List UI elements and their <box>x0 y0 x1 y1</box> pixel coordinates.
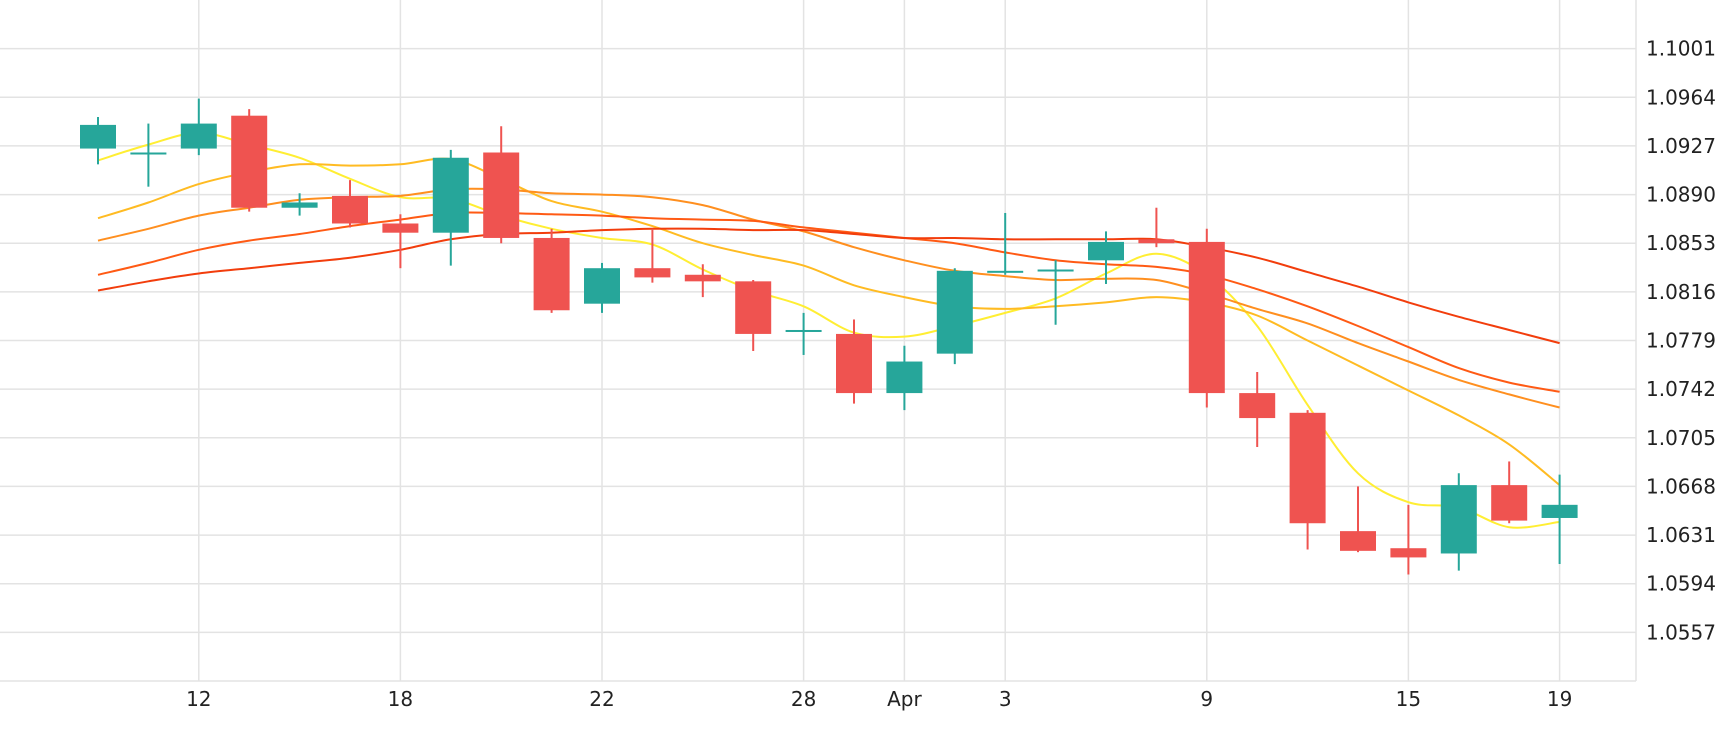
x-tick-label: 3 <box>999 687 1012 711</box>
candle <box>130 123 167 187</box>
candle <box>80 117 116 165</box>
candle <box>886 345 923 411</box>
candle-body <box>1088 241 1124 261</box>
candle-body <box>1138 239 1175 244</box>
candle-body <box>1037 269 1074 272</box>
x-tick-label: 22 <box>589 687 614 711</box>
candle-body <box>180 123 217 149</box>
candle <box>1088 231 1124 284</box>
y-tick-label: 1.0742 <box>1646 377 1716 401</box>
candle-body <box>886 361 923 394</box>
x-tick-label: 15 <box>1396 687 1421 711</box>
candle-body <box>987 270 1024 273</box>
candle <box>634 228 671 283</box>
grid <box>0 0 1637 682</box>
y-tick-label: 1.0816 <box>1646 280 1716 304</box>
moving-average-line <box>97 187 1560 409</box>
candle <box>1289 410 1326 550</box>
candle <box>332 180 368 228</box>
x-tick-label: 19 <box>1547 687 1572 711</box>
moving-average-lines <box>97 131 1561 529</box>
y-tick-label: 1.0779 <box>1646 329 1716 353</box>
moving-average-line <box>97 211 1560 393</box>
y-tick-label: 1.0668 <box>1646 474 1716 498</box>
candle <box>1390 504 1427 575</box>
candle-body <box>1289 412 1326 524</box>
candle <box>1239 372 1276 447</box>
candle-body <box>1340 531 1376 551</box>
candle-body <box>281 202 318 208</box>
y-tick-label: 1.0705 <box>1646 426 1716 450</box>
candle-body <box>735 281 772 334</box>
candle <box>1188 228 1225 408</box>
y-tick-label: 1.1001 <box>1646 37 1716 61</box>
candle <box>382 214 419 269</box>
y-tick-label: 1.0557 <box>1646 620 1716 644</box>
x-tick-label: Apr <box>887 687 922 711</box>
y-tick-label: 1.0890 <box>1646 183 1716 207</box>
candle <box>735 280 772 352</box>
x-tick-label: 18 <box>388 687 413 711</box>
moving-average-line <box>97 131 1560 529</box>
candle <box>584 262 620 313</box>
candle-body <box>432 157 469 233</box>
candle <box>836 319 872 404</box>
x-tick-label: 9 <box>1200 687 1213 711</box>
candle-body <box>584 268 620 304</box>
candle <box>684 264 721 298</box>
y-axis: 1.0557 1.0594 1.0631 1.0668 1.0705 1.0742 1.07… <box>1646 37 1716 645</box>
x-tick-label: 12 <box>186 687 211 711</box>
candle-body <box>80 124 116 149</box>
candle-body <box>382 223 419 233</box>
candle <box>533 228 570 313</box>
candle <box>483 126 520 244</box>
candle <box>180 98 217 156</box>
candle <box>1541 474 1578 564</box>
x-axis: 12 18 22 28 Apr 3 9 15 19 <box>186 687 1572 711</box>
candle <box>1491 461 1528 524</box>
candle-body <box>1390 548 1427 558</box>
candle <box>432 149 469 266</box>
candle-body <box>231 115 268 208</box>
candle-body <box>785 329 822 332</box>
candle <box>785 312 822 355</box>
y-tick-label: 1.0594 <box>1646 572 1716 596</box>
candle-body <box>483 152 520 238</box>
candle-body <box>1239 393 1276 419</box>
moving-average-line <box>97 157 1561 486</box>
x-tick-label: 28 <box>791 687 816 711</box>
candle-body <box>1440 485 1477 554</box>
candle <box>936 268 973 365</box>
candles <box>80 98 1578 575</box>
candle-body <box>684 274 721 282</box>
y-tick-label: 1.0853 <box>1646 231 1716 255</box>
moving-average-line <box>97 227 1560 345</box>
y-tick-label: 1.0631 <box>1646 523 1716 547</box>
candle <box>1138 207 1175 248</box>
candle-body <box>936 270 973 354</box>
candle-body <box>1188 241 1225 394</box>
candle-body <box>1541 504 1578 518</box>
candle <box>1037 260 1074 325</box>
candle <box>1340 486 1376 553</box>
y-tick-label: 1.0927 <box>1646 134 1716 158</box>
candle-body <box>1491 485 1528 521</box>
candle <box>1440 473 1477 571</box>
candle-body <box>533 237 570 311</box>
candle-body <box>332 195 368 224</box>
candle <box>281 193 318 216</box>
candle <box>231 109 268 212</box>
candle-body <box>836 333 872 394</box>
y-tick-label: 1.0964 <box>1646 85 1716 109</box>
candle <box>987 212 1024 275</box>
candle-body <box>634 268 671 278</box>
candle-body <box>130 152 167 155</box>
